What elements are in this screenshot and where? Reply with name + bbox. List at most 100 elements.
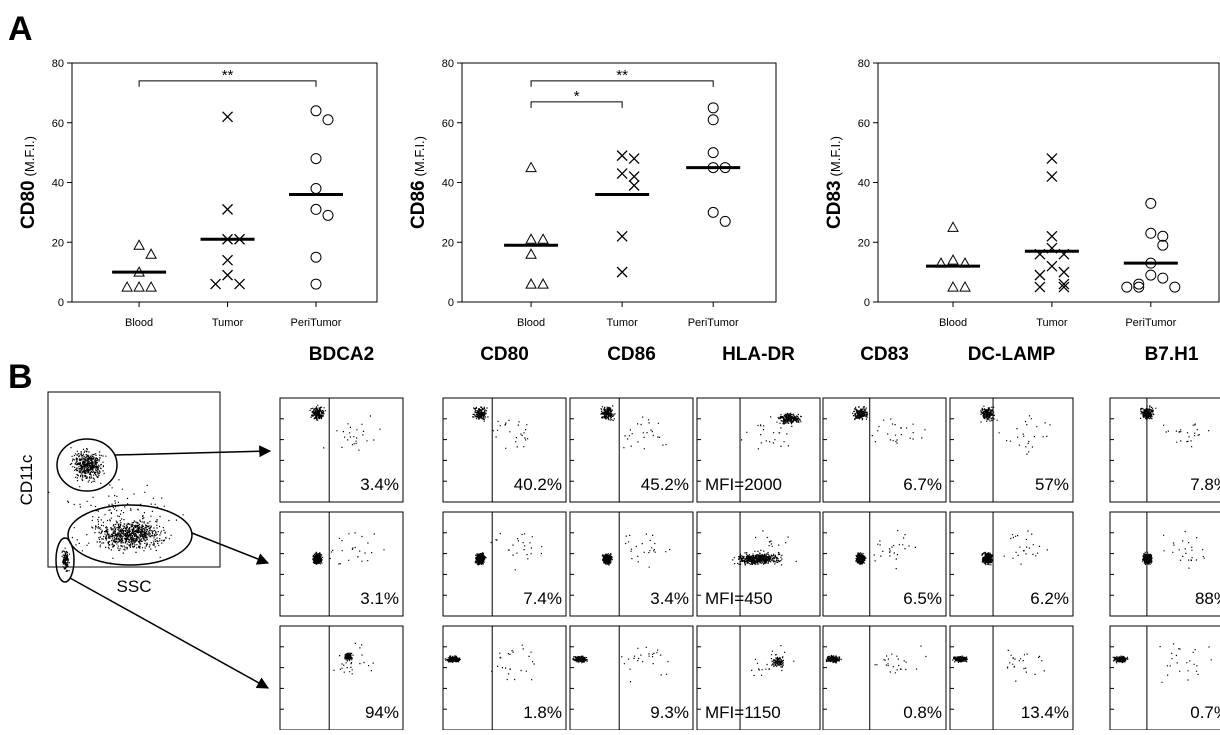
cell-value: 3.4% [650,589,689,608]
y-tick-label: 40 [52,178,64,190]
point [1035,270,1045,280]
point [526,234,536,243]
dot-cloud [445,656,461,663]
dot-cloud [602,554,613,566]
y-label-unit: (M.F.I.) [828,136,843,176]
column-header: BDCA2 [309,344,374,365]
point [617,151,627,161]
y-label-unit: (M.F.I.) [22,136,37,176]
plot-frame [462,63,776,302]
plot-frame [72,63,377,302]
dot-cloud [852,407,868,420]
dot-cloud [475,553,487,565]
y-tick-label: 20 [442,237,454,249]
cell-value: 7.8% [1190,475,1220,494]
y-label-main: CD83 [824,180,845,229]
point [134,240,144,249]
point [960,282,970,291]
point [720,216,730,226]
point [1146,198,1156,208]
column-header: CD80 [480,344,529,365]
cell-value: 0.8% [903,703,942,722]
dot-cloud [875,646,927,673]
y-label-main: CD80 [18,180,39,229]
point [122,282,132,291]
cell-value: 0.7% [1190,703,1220,722]
cell-value: 13.4% [1021,703,1069,722]
point [617,231,627,241]
x-tick-label: PeriTumor [1125,317,1176,329]
point [617,169,627,179]
dot-cloud [493,420,529,448]
panel-label: A [8,10,33,48]
arrow [70,578,268,688]
dot-cloud [48,480,184,563]
dot-cloud [472,407,488,421]
point [311,204,321,214]
dot-cloud [855,553,866,564]
point [708,148,718,158]
y-tick-label: 60 [858,118,870,130]
dot-cloud [330,533,385,564]
cell-value: 88% [1195,589,1220,608]
significance-label: * [574,88,580,105]
y-label-unit: (M.F.I.) [412,136,427,176]
dot-cloud [625,534,670,567]
point [617,267,627,277]
point [948,282,958,291]
dot-cloud [872,419,926,443]
point [1047,172,1057,182]
point [629,180,639,190]
cell-value: 45.2% [641,475,689,494]
x-tick-label: Blood [517,317,545,329]
x-tick-label: PeriTumor [688,317,739,329]
dot-cloud [323,416,381,450]
point [311,106,321,116]
dot-cloud [623,417,666,449]
dot-cloud [62,548,71,571]
panel-label: B [8,358,33,396]
point [526,163,536,172]
column-header: CD83 [860,344,909,365]
point [1047,231,1057,241]
point [134,282,144,291]
dot-cloud [601,406,616,421]
y-tick-label: 0 [864,297,870,309]
point [1059,267,1069,277]
point [235,279,245,289]
point [526,249,536,258]
dot-cloud [826,656,842,663]
dot-cloud [952,656,968,662]
x-tick-label: PeriTumor [291,317,342,329]
dot-cloud [1163,424,1209,447]
point [211,279,221,289]
dot-cloud [1007,650,1045,681]
gate-y-label: CD11c [17,454,36,505]
point [948,255,958,264]
y-tick-label: 80 [52,58,64,70]
dot-cloud [1004,531,1048,564]
point [1047,154,1057,164]
point [223,112,233,122]
point [146,282,156,291]
point [323,115,333,125]
significance-label: ** [222,67,234,84]
dot-cloud [981,552,993,564]
point [1122,282,1132,292]
point [223,270,233,280]
y-tick-label: 80 [442,58,454,70]
arrow [115,451,270,455]
cell-value: 57% [1035,475,1069,494]
cell-value: 40.2% [514,475,562,494]
point [708,115,718,125]
y-tick-label: 20 [52,237,64,249]
dot-cloud [1113,656,1129,663]
point [708,103,718,113]
x-tick-label: Tumor [1036,317,1068,329]
dot-cloud [621,647,668,681]
dot-cloud [310,405,327,420]
column-header: HLA-DR [722,344,795,365]
dot-cloud [1142,552,1153,564]
point [948,222,958,231]
significance-label: ** [616,67,628,84]
